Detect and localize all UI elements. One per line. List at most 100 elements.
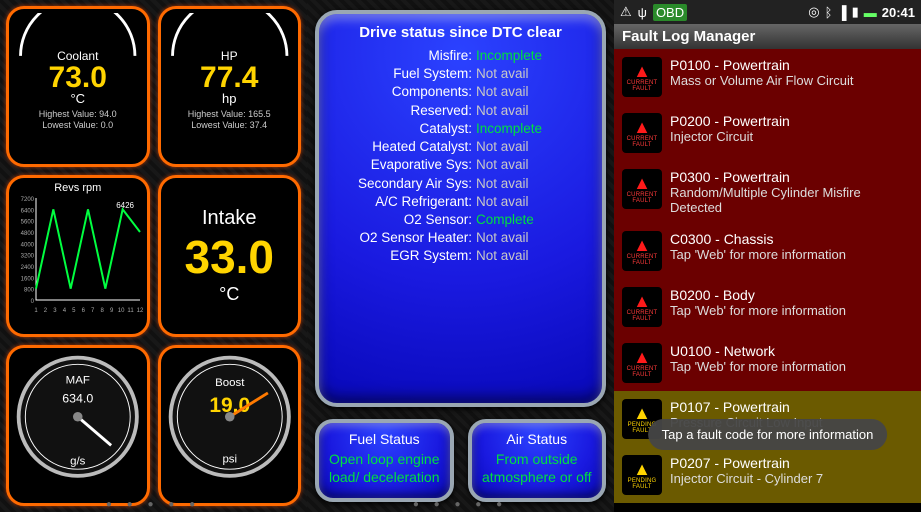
svg-text:3200: 3200 [20, 254, 34, 260]
fault-log-title: Fault Log Manager [614, 24, 921, 49]
fault-icon: ▲CURRENTFAULT [622, 113, 662, 153]
revs-tile[interactable]: Revs rpm 7200640056004800400032002400160… [6, 175, 150, 336]
intake-value: 33.0 [184, 230, 274, 284]
air-status-title: Air Status [478, 431, 597, 447]
svg-text:0: 0 [30, 299, 34, 305]
status-row: O2 Sensor:Complete [329, 211, 592, 229]
fault-icon: ▲PENDINGFAULT [622, 455, 662, 495]
fault-item[interactable]: ▲CURRENTFAULT P0200 - Powertrain Injecto… [614, 105, 921, 161]
drive-status-rows: Misfire:IncompleteFuel System:Not availC… [329, 47, 592, 266]
revs-label: Revs rpm [54, 182, 101, 194]
intake-label: Intake [202, 207, 256, 230]
svg-text:8: 8 [100, 308, 104, 314]
svg-text:Boost: Boost [215, 377, 245, 389]
status-row: Reserved:Not avail [329, 102, 592, 120]
coolant-value: 73.0 [49, 63, 107, 93]
svg-text:4: 4 [62, 308, 66, 314]
status-row: Misfire:Incomplete [329, 47, 592, 65]
coolant-arc [11, 13, 145, 51]
hp-arc [163, 13, 297, 51]
wifi-icon: ▐ [837, 5, 846, 20]
svg-text:1: 1 [34, 308, 38, 314]
svg-text:800: 800 [24, 288, 35, 294]
svg-text:6400: 6400 [20, 209, 34, 215]
revs-chart: 7200 6400 5600 4800 4000 3200 2400 1600 800 0 6426… [12, 194, 144, 314]
status-row: A/C Refrigerant:Not avail [329, 193, 592, 211]
svg-text:634.0: 634.0 [62, 391, 93, 405]
air-status-body: From outside atmosphere or off [478, 451, 597, 486]
boost-tile[interactable]: Boost 19.0 psi [158, 345, 302, 506]
battery-icon: ▬ [864, 5, 877, 20]
page-dots-1: ● ● ● ● ● [0, 499, 307, 510]
android-statusbar: ⚠ ψ OBD ◎ ᛒ ▐ ▮ ▬ 20:41 [614, 0, 921, 24]
status-row: Secondary Air Sys:Not avail [329, 175, 592, 193]
svg-text:3: 3 [53, 308, 57, 314]
svg-text:1600: 1600 [20, 277, 34, 283]
fault-item[interactable]: ▲CURRENTFAULT C0300 - Chassis Tap 'Web' … [614, 223, 921, 279]
svg-text:7: 7 [91, 308, 95, 314]
air-status-card[interactable]: Air Status From outside atmosphere or of… [468, 419, 607, 502]
fault-icon: ▲CURRENTFAULT [622, 57, 662, 97]
fault-text: P0200 - Powertrain Injector Circuit [670, 113, 790, 144]
fault-panel: ⚠ ψ OBD ◎ ᛒ ▐ ▮ ▬ 20:41 Fault Log Manage… [614, 0, 921, 512]
page-dots-2: ● ● ● ● ● [307, 499, 614, 510]
svg-text:6: 6 [81, 308, 85, 314]
fault-item[interactable]: ▲CURRENTFAULT P0100 - Powertrain Mass or… [614, 49, 921, 105]
hp-tile[interactable]: HP 77.4 hp Highest Value: 165.5 Lowest V… [158, 6, 302, 167]
bluetooth-icon: ᛒ [825, 5, 833, 20]
svg-text:6426: 6426 [116, 201, 134, 210]
status-panel: Drive status since DTC clear Misfire:Inc… [307, 0, 614, 512]
warning-icon: ⚠ [620, 4, 632, 20]
maf-tile[interactable]: MAF 634.0 g/s [6, 345, 150, 506]
coolant-sub: Highest Value: 94.0 Lowest Value: 0.0 [39, 109, 117, 132]
svg-text:9: 9 [110, 308, 114, 314]
coolant-tile[interactable]: Coolant 73.0 °C Highest Value: 94.0 Lowe… [6, 6, 150, 167]
fault-icon: ▲CURRENTFAULT [622, 287, 662, 327]
drive-status-card[interactable]: Drive status since DTC clear Misfire:Inc… [315, 10, 606, 407]
svg-text:10: 10 [117, 308, 124, 314]
svg-text:11: 11 [127, 308, 134, 314]
fuel-status-title: Fuel Status [325, 431, 444, 447]
status-row: EGR System:Not avail [329, 247, 592, 265]
toast: Tap a fault code for more information [648, 419, 888, 450]
status-cards-row: Fuel Status Open loop engine load/ decel… [315, 419, 606, 502]
fault-item[interactable]: ▲CURRENTFAULT P0300 - Powertrain Random/… [614, 161, 921, 223]
svg-text:7200: 7200 [20, 197, 34, 203]
gauges-panel: Coolant 73.0 °C Highest Value: 94.0 Lowe… [0, 0, 307, 512]
svg-text:5: 5 [72, 308, 76, 314]
coolant-unit: °C [70, 91, 85, 106]
hp-unit: hp [222, 91, 236, 106]
intake-tile[interactable]: Intake 33.0 °C [158, 175, 302, 336]
fault-text: B0200 - Body Tap 'Web' for more informat… [670, 287, 846, 318]
hp-value: 77.4 [200, 63, 258, 93]
obd-badge: OBD [653, 4, 687, 21]
status-row: O2 Sensor Heater:Not avail [329, 229, 592, 247]
fault-icon: ▲CURRENTFAULT [622, 231, 662, 271]
hp-sub: Highest Value: 165.5 Lowest Value: 37.4 [188, 109, 271, 132]
fault-item[interactable]: ▲CURRENTFAULT U0100 - Network Tap 'Web' … [614, 335, 921, 391]
svg-text:g/s: g/s [70, 455, 86, 467]
fuel-status-body: Open loop engine load/ deceleration [325, 451, 444, 486]
svg-text:5600: 5600 [20, 220, 34, 226]
status-row: Fuel System:Not avail [329, 65, 592, 83]
fault-text: U0100 - Network Tap 'Web' for more infor… [670, 343, 846, 374]
svg-text:12: 12 [136, 308, 143, 314]
fault-icon: ▲CURRENTFAULT [622, 169, 662, 209]
svg-text:2400: 2400 [20, 265, 34, 271]
drive-status-title: Drive status since DTC clear [329, 24, 592, 41]
boost-dial: Boost 19.0 psi [163, 350, 297, 484]
svg-text:4000: 4000 [20, 243, 34, 249]
status-row: Catalyst:Incomplete [329, 120, 592, 138]
intake-unit: °C [219, 284, 239, 305]
fault-list[interactable]: ▲CURRENTFAULT P0100 - Powertrain Mass or… [614, 49, 921, 512]
fault-text: P0207 - Powertrain Injector Circuit - Cy… [670, 455, 823, 486]
fault-icon: ▲CURRENTFAULT [622, 343, 662, 383]
fault-item[interactable]: ▲CURRENTFAULT B0200 - Body Tap 'Web' for… [614, 279, 921, 335]
status-row: Components:Not avail [329, 83, 592, 101]
svg-text:psi: psi [222, 453, 237, 465]
fault-item[interactable]: ▲PENDINGFAULT P0207 - Powertrain Injecto… [614, 447, 921, 503]
signal-icon: ▮ [852, 4, 859, 20]
clock: 20:41 [882, 5, 915, 20]
svg-text:4800: 4800 [20, 231, 34, 237]
fuel-status-card[interactable]: Fuel Status Open loop engine load/ decel… [315, 419, 454, 502]
